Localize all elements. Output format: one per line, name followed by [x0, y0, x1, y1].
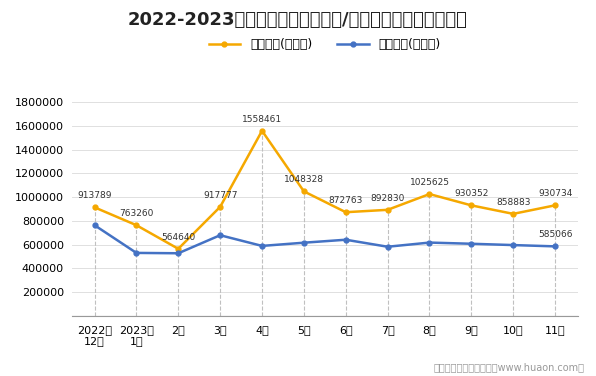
出口总额(万美元) [300, 189, 308, 194]
Text: 930734: 930734 [538, 190, 572, 199]
出口总额(万美元) [259, 129, 266, 133]
出口总额(万美元) [216, 205, 224, 209]
Line: 进口总额(万美元): 进口总额(万美元) [92, 223, 557, 256]
出口总额(万美元) [91, 205, 98, 209]
出口总额(万美元) [384, 208, 391, 212]
Text: 2022-2023年广州市（境内目的地/货源地）进、出口额统计: 2022-2023年广州市（境内目的地/货源地）进、出口额统计 [128, 11, 468, 29]
进口总额(万美元) [216, 233, 224, 238]
Text: 1025625: 1025625 [409, 178, 449, 187]
Text: 制图：华经产业研究院（www.huaon.com）: 制图：华经产业研究院（www.huaon.com） [433, 362, 584, 372]
进口总额(万美元) [342, 238, 349, 242]
出口总额(万美元) [510, 212, 517, 216]
Text: 1558461: 1558461 [242, 115, 282, 124]
进口总额(万美元) [300, 240, 308, 245]
出口总额(万美元) [551, 203, 558, 208]
Text: 564640: 564640 [161, 233, 195, 242]
进口总额(万美元) [384, 244, 391, 249]
进口总额(万美元) [426, 240, 433, 245]
进口总额(万美元) [91, 223, 98, 227]
出口总额(万美元) [175, 247, 182, 251]
Legend: 出口总额(万美元), 进口总额(万美元): 出口总额(万美元), 进口总额(万美元) [204, 33, 446, 56]
Text: 585066: 585066 [538, 230, 572, 240]
Text: 1048328: 1048328 [284, 176, 324, 184]
进口总额(万美元) [551, 244, 558, 249]
Text: 763260: 763260 [119, 209, 154, 218]
出口总额(万美元) [426, 192, 433, 196]
出口总额(万美元) [133, 223, 140, 227]
Text: 858883: 858883 [496, 198, 530, 207]
Text: 913789: 913789 [77, 191, 112, 200]
进口总额(万美元) [175, 251, 182, 256]
Text: 892830: 892830 [371, 194, 405, 203]
进口总额(万美元) [510, 243, 517, 247]
Line: 出口总额(万美元): 出口总额(万美元) [92, 128, 557, 251]
出口总额(万美元) [468, 203, 475, 208]
进口总额(万美元) [468, 241, 475, 246]
Text: 872763: 872763 [328, 196, 363, 205]
进口总额(万美元) [133, 251, 140, 255]
Text: 917777: 917777 [203, 191, 237, 200]
Text: 930352: 930352 [454, 190, 489, 199]
出口总额(万美元) [342, 210, 349, 214]
进口总额(万美元) [259, 244, 266, 248]
